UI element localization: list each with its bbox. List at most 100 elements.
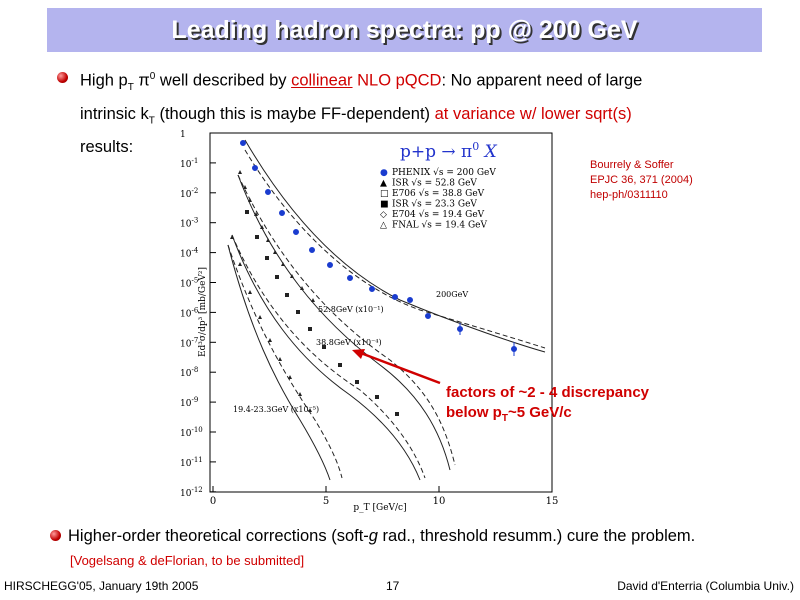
bullet-icon bbox=[50, 530, 61, 541]
citation: [Vogelsang & deFlorian, to be submitted] bbox=[70, 553, 305, 568]
y-tick-label: 10-2 bbox=[180, 187, 198, 200]
tick-base: 10 bbox=[180, 369, 192, 379]
text: g bbox=[368, 527, 378, 545]
text: well described by bbox=[155, 71, 292, 90]
text: results: bbox=[80, 138, 134, 157]
legend-entry: PHENIX √s = 200 GeV bbox=[392, 167, 496, 178]
arrow bbox=[357, 350, 441, 385]
tick-exponent: -3 bbox=[191, 217, 198, 225]
arrow-head bbox=[352, 349, 365, 359]
legend-entry: E704 √s = 19.4 GeV bbox=[392, 209, 485, 220]
plot-legend: ● PHENIX √s = 200 GeV ▲ ISR √s = 52.8 GeV□ E… bbox=[380, 167, 496, 231]
text: T bbox=[148, 115, 155, 127]
legend-marker: ◇ bbox=[380, 210, 387, 220]
text: NLO pQCD bbox=[352, 71, 442, 90]
tick-base: 10 bbox=[180, 220, 192, 230]
text: π bbox=[133, 71, 150, 90]
tick-base: 10 bbox=[180, 459, 192, 469]
tick-exponent: -12 bbox=[191, 486, 202, 494]
tick-base: 10 bbox=[180, 250, 192, 260]
legend-entry: FNAL √s = 19.4 GeV bbox=[392, 220, 487, 231]
tick-base: 10 bbox=[180, 160, 192, 170]
legend-marker: ▲ bbox=[380, 179, 387, 189]
y-tick-label: 10-9 bbox=[180, 396, 198, 409]
tick-base: 1 bbox=[180, 130, 186, 140]
legend-marker: ● bbox=[380, 168, 388, 178]
y-tick-label: 10-3 bbox=[180, 217, 198, 230]
y-axis-label: Ed³σ/dp³ [mb/GeV²] bbox=[198, 267, 208, 357]
x-tick-label: 0 bbox=[210, 496, 216, 507]
x-tick-label: 15 bbox=[546, 496, 559, 507]
footer-right: David d'Enterria (Columbia Univ.) bbox=[617, 579, 794, 593]
theory-curves bbox=[227, 139, 546, 481]
curve-label: 38.8GeV (x10⁻⁴) bbox=[316, 338, 382, 347]
text: below p bbox=[446, 404, 502, 421]
y-tick-label: 10-7 bbox=[180, 336, 198, 349]
y-tick-label: 10-6 bbox=[180, 306, 199, 319]
footer-left: HIRSCHEGG'05, January 19th 2005 bbox=[4, 579, 199, 593]
text: High p bbox=[80, 71, 128, 90]
text: EPJC 36, 371 (2004) bbox=[590, 174, 693, 186]
tick-exponent: -1 bbox=[191, 157, 198, 165]
tick-exponent: -9 bbox=[191, 396, 198, 404]
legend-entry: E706 √s = 38.8 GeV bbox=[392, 188, 485, 199]
tick-exponent: -11 bbox=[191, 456, 202, 464]
tick-exponent: -7 bbox=[191, 336, 198, 344]
tick-base: 10 bbox=[180, 309, 192, 319]
curve-label: 52.8GeV (x10⁻¹) bbox=[318, 305, 384, 314]
text: : No apparent need of large bbox=[441, 71, 643, 90]
y-tick-label: 10-1 bbox=[180, 157, 198, 170]
x-axis-label: p_T [GeV/c] bbox=[353, 503, 406, 513]
legend-marker: △ bbox=[380, 221, 387, 231]
tick-exponent: -2 bbox=[191, 187, 198, 195]
text: 0 bbox=[149, 71, 156, 82]
text: intrinsic k bbox=[80, 104, 149, 123]
tick-exponent: -10 bbox=[191, 426, 202, 434]
annotation: factors of ~2 - 4 discrepancy below pT~5 … bbox=[446, 383, 649, 429]
x-tick-label: 5 bbox=[323, 496, 329, 507]
curve-label: 200GeV bbox=[436, 290, 468, 299]
text: p+p → π bbox=[400, 142, 472, 162]
reference: Bourrely & Soffer EPJC 36, 371 (2004) hep-… bbox=[590, 158, 693, 203]
legend-entry: ISR √s = 52.8 GeV bbox=[392, 178, 477, 189]
text: X bbox=[479, 142, 497, 162]
text: Higher-order theoretical corrections (so… bbox=[68, 527, 369, 545]
text-line: below pT~5 GeV/c bbox=[446, 403, 649, 429]
y-tick-label: 10-4 bbox=[180, 247, 199, 260]
tick-base: 10 bbox=[180, 339, 192, 349]
tick-base: 10 bbox=[180, 489, 192, 499]
tick-exponent: -6 bbox=[191, 306, 198, 314]
text: hep-ph/0311110 bbox=[590, 189, 668, 201]
text: rad., threshold resumm.) cure the proble… bbox=[377, 527, 696, 545]
slide-title: Leading hadron spectra: pp @ 200 GeV bbox=[47, 8, 762, 52]
y-tick-label: 10-8 bbox=[180, 366, 198, 379]
legend-marker: □ bbox=[380, 189, 389, 199]
text: T bbox=[501, 413, 508, 424]
text: Bourrely & Soffer bbox=[590, 159, 674, 171]
tick-base: 10 bbox=[180, 190, 192, 200]
tick-exponent: -8 bbox=[191, 366, 198, 374]
tick-exponent: -4 bbox=[191, 247, 198, 255]
tick-base: 10 bbox=[180, 429, 192, 439]
y-tick-label: 10-5 bbox=[180, 277, 198, 290]
y-tick-label: 10-11 bbox=[180, 456, 203, 469]
text: (though this is maybe FF-dependent) bbox=[154, 104, 435, 123]
curve-label: 19.4-23.3GeV (x10⁻⁵) bbox=[233, 405, 319, 414]
bullet-text: Higher-order theoretical corrections (so… bbox=[68, 523, 695, 549]
legend-entry: ISR √s = 23.3 GeV bbox=[392, 199, 477, 210]
plot-title: p+p → π0 X bbox=[400, 140, 498, 162]
text: ~5 GeV/c bbox=[507, 404, 572, 421]
bullet-text: High pT π0 well described by collinear N… bbox=[80, 64, 780, 160]
tick-exponent: -5 bbox=[191, 277, 198, 285]
x-tick-label: 10 bbox=[433, 496, 446, 507]
tick-base: 10 bbox=[180, 399, 192, 409]
phenix-points bbox=[240, 140, 517, 356]
text: at variance w/ lower sqrt(s) bbox=[434, 104, 632, 123]
text: factors of ~2 - 4 discrepancy bbox=[446, 384, 649, 401]
text: 0 bbox=[472, 140, 479, 153]
y-tick-label: 1 bbox=[180, 130, 186, 140]
tick-base: 10 bbox=[180, 280, 192, 290]
page-number: 17 bbox=[386, 579, 400, 593]
